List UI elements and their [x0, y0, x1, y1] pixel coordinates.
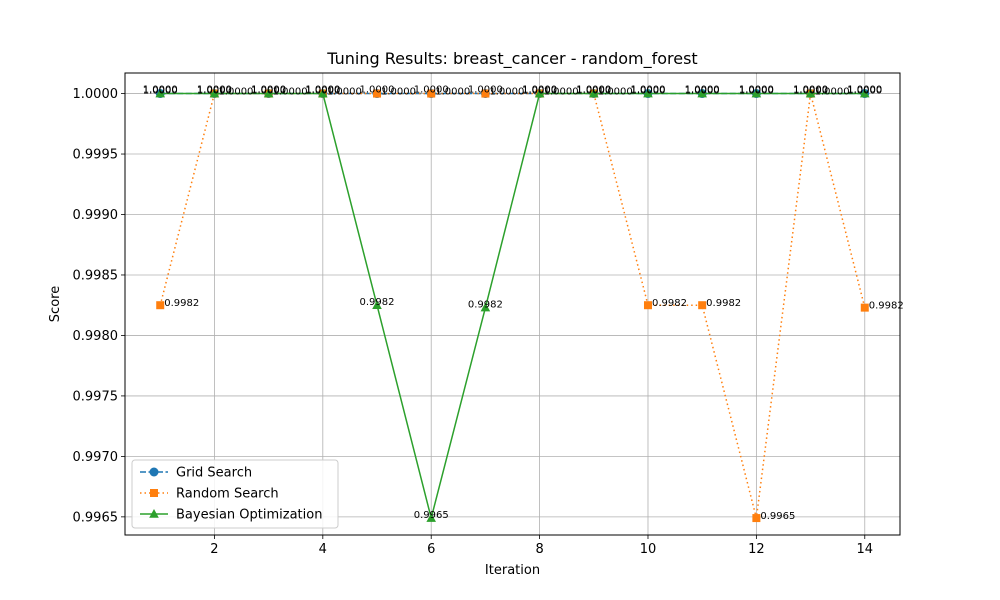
- series-point-random-search: [698, 301, 707, 310]
- x-tick-label: 4: [319, 542, 327, 557]
- x-tick-label: 6: [427, 542, 435, 557]
- data-label-grid-search: 1.0000: [576, 85, 611, 96]
- x-tick-label: 14: [856, 542, 873, 557]
- legend-marker-bayesian-optimization: [149, 509, 159, 518]
- data-label-random-search: 1.0000: [435, 87, 470, 98]
- data-label-bayesian-optimization: 0.9965: [414, 510, 449, 521]
- y-tick-label: 0.9970: [73, 450, 119, 465]
- data-label-grid-search: 1.0000: [251, 85, 286, 96]
- x-axis-label: Iteration: [485, 563, 540, 578]
- legend-label-random-search: Random Search: [176, 487, 279, 502]
- data-label-random-search: 1.0000: [218, 87, 253, 98]
- series-point-bayesian-optimization: [155, 88, 166, 98]
- data-label-bayesian-optimization: 1.0000: [793, 86, 828, 97]
- y-tick-label: 0.9980: [73, 329, 119, 344]
- series-point-random-search: [752, 514, 761, 523]
- chart-title: Tuning Results: breast_cancer - random_f…: [326, 49, 697, 69]
- legend: Grid Search Random Search Bayesian Optimiz…: [131, 459, 339, 529]
- data-label-bayesian-optimization: 0.9982: [468, 300, 503, 311]
- series-point-bayesian-optimization: [209, 88, 220, 98]
- data-label-bayesian-optimization: 1.0000: [305, 86, 340, 97]
- series-point-bayesian-optimization: [480, 302, 491, 312]
- data-label-random-search: 1.0000: [489, 87, 524, 98]
- series-point-bayesian-optimization: [372, 300, 382, 310]
- data-label-grid-search: 1.0000: [143, 85, 178, 96]
- series-point-bayesian-optimization: [318, 88, 328, 98]
- tick-layer: 2 4 6 8 10 12 14 0.9965 0.9970 0.9975 0.9980 0.9985…: [73, 87, 874, 557]
- data-label-random-search: 0.9982: [164, 298, 199, 309]
- data-label-bayesian-optimization: 0.9982: [360, 297, 395, 308]
- plot-frame: [124, 72, 901, 536]
- data-label-grid-search: 1.0000: [685, 85, 720, 96]
- series-point-random-search: [156, 301, 165, 310]
- data-label-random-search: 0.9982: [869, 301, 904, 312]
- y-tick-label: 1.0000: [73, 87, 119, 102]
- data-label-random-search: 1.0000: [273, 87, 308, 98]
- y-tick-label: 0.9995: [73, 148, 119, 163]
- series-point-bayesian-optimization: [426, 513, 437, 522]
- y-tick-label: 0.9990: [73, 208, 119, 223]
- y-tick-label: 0.9975: [73, 389, 119, 404]
- series-point-random-search: [481, 89, 490, 98]
- series-point-bayesian-optimization: [534, 88, 545, 98]
- y-tick-label: 0.9965: [73, 510, 119, 525]
- data-label-random-search: 0.9965: [760, 511, 795, 522]
- data-label-grid-search: 1.0000: [847, 85, 882, 96]
- data-label-random-search: 1.0000: [598, 87, 633, 98]
- data-label-bayesian-optimization: 1.0000: [685, 86, 720, 97]
- series-point-bayesian-optimization: [751, 88, 762, 98]
- data-label-random-search: 0.9982: [652, 298, 687, 309]
- x-tick-label: 12: [748, 542, 765, 557]
- legend-marker-grid-search: [149, 467, 159, 477]
- data-label-grid-search: 1.0000: [360, 85, 395, 96]
- data-label-grid-search: 1.0000: [468, 85, 503, 96]
- legend-marker-random-search: [150, 489, 158, 497]
- data-label-bayesian-optimization: 1.0000: [847, 86, 882, 97]
- data-label-grid-search: 1.0000: [414, 85, 449, 96]
- data-label-random-search: 1.0000: [544, 87, 579, 98]
- series-layer: [155, 88, 870, 523]
- x-tick-label: 8: [535, 542, 543, 557]
- data-label-random-search: 1.0000: [815, 87, 850, 98]
- series-line-bayesian-optimization: [160, 92, 865, 519]
- series-point-random-search: [860, 303, 869, 312]
- data-label-bayesian-optimization: 1.0000: [576, 86, 611, 97]
- series-point-bayesian-optimization: [588, 88, 599, 98]
- series-point-bayesian-optimization: [859, 88, 870, 98]
- series-point-bayesian-optimization: [697, 88, 707, 98]
- data-label-grid-search: 1.0000: [522, 85, 557, 96]
- data-label-random-search: 1.0000: [327, 87, 362, 98]
- legend-label-grid-search: Grid Search: [176, 466, 252, 481]
- data-label-random-search: 0.9982: [706, 298, 741, 309]
- series-point-random-search: [643, 301, 652, 310]
- series-point-random-search: [373, 89, 382, 98]
- data-label-grid-search: 1.0000: [739, 85, 774, 96]
- series-point-bayesian-optimization: [263, 88, 274, 98]
- data-label-grid-search: 1.0000: [305, 85, 340, 96]
- data-label-grid-search: 1.0000: [793, 85, 828, 96]
- data-label-bayesian-optimization: 1.0000: [143, 86, 178, 97]
- x-tick-label: 10: [640, 542, 657, 557]
- y-tick-label: 0.9985: [73, 268, 119, 283]
- data-label-bayesian-optimization: 1.0000: [630, 86, 665, 97]
- series-point-random-search: [427, 89, 436, 98]
- data-label-bayesian-optimization: 1.0000: [197, 86, 232, 97]
- data-label-bayesian-optimization: 1.0000: [522, 86, 557, 97]
- legend-label-bayesian-optimization: Bayesian Optimization: [176, 508, 322, 523]
- data-label-bayesian-optimization: 1.0000: [739, 86, 774, 97]
- data-label-grid-search: 1.0000: [630, 85, 665, 96]
- label-layer: 1.0000 1.0000 1.0000 1.0000 1.0000 1.0000 1.00…: [143, 85, 904, 523]
- legend-box: [131, 459, 339, 529]
- series-point-bayesian-optimization: [643, 88, 653, 98]
- series-line-random-search: [159, 92, 866, 519]
- x-tick-label: 2: [210, 542, 218, 557]
- y-axis-label: Score: [48, 286, 63, 322]
- data-label-random-search: 1.0000: [381, 87, 416, 98]
- data-label-bayesian-optimization: 1.0000: [251, 86, 286, 97]
- data-label-grid-search: 1.0000: [197, 85, 232, 96]
- series-point-bayesian-optimization: [805, 88, 816, 98]
